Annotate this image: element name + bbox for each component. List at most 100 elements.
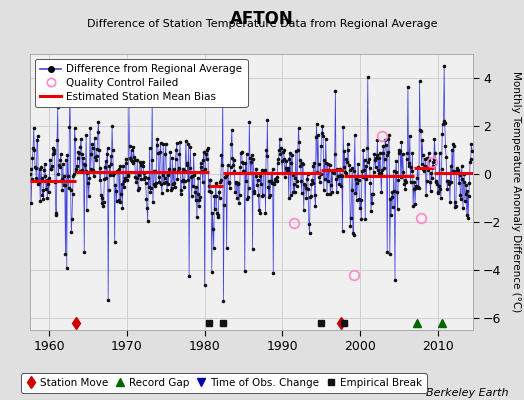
Point: [86, 125, 94, 131]
Point: [242, 177, 250, 184]
Point: [436, 195, 445, 202]
Point: [59, 182, 68, 188]
Point: [41, 173, 50, 179]
Point: [296, 163, 304, 170]
Point: [172, 146, 180, 153]
Point: [258, 193, 267, 199]
Point: [446, 199, 454, 205]
Point: [54, 171, 62, 178]
Point: [347, 187, 356, 194]
Point: [281, 165, 290, 171]
Point: [252, 172, 260, 179]
Point: [198, 168, 206, 174]
Point: [174, 168, 182, 174]
Point: [261, 209, 270, 216]
Point: [48, 150, 57, 157]
Point: [432, 178, 441, 185]
Point: [34, 180, 42, 187]
Point: [111, 238, 119, 245]
Point: [67, 186, 75, 193]
Point: [132, 179, 140, 186]
Point: [80, 161, 88, 168]
Point: [125, 103, 133, 110]
Point: [113, 198, 121, 204]
Point: [401, 186, 410, 192]
Point: [28, 154, 37, 161]
Point: [226, 185, 234, 191]
Point: [423, 155, 432, 162]
Point: [289, 189, 298, 196]
Point: [300, 181, 309, 187]
Point: [141, 174, 149, 181]
Point: [453, 165, 461, 172]
Point: [463, 188, 472, 194]
Point: [180, 184, 188, 190]
Point: [219, 298, 227, 304]
Point: [188, 172, 196, 179]
Point: [97, 191, 105, 198]
Point: [315, 174, 323, 180]
Point: [142, 196, 150, 202]
Point: [42, 177, 51, 183]
Point: [164, 180, 172, 187]
Point: [224, 180, 233, 186]
Point: [450, 143, 458, 150]
Point: [320, 157, 329, 164]
Point: [422, 177, 431, 184]
Point: [444, 179, 453, 186]
Point: [139, 176, 148, 182]
Point: [61, 182, 69, 188]
Point: [332, 175, 340, 182]
Point: [136, 162, 145, 168]
Point: [34, 132, 42, 139]
Point: [47, 165, 55, 172]
Point: [243, 196, 252, 202]
Point: [395, 150, 403, 156]
Point: [100, 199, 108, 206]
Point: [300, 207, 308, 213]
Point: [259, 191, 267, 198]
Point: [352, 176, 361, 183]
Point: [314, 161, 323, 168]
Point: [135, 185, 143, 191]
Point: [160, 180, 168, 186]
Point: [26, 166, 35, 172]
Point: [232, 178, 240, 185]
Point: [350, 231, 358, 238]
Point: [370, 157, 379, 164]
Point: [337, 183, 345, 190]
Point: [392, 188, 401, 195]
Point: [30, 147, 39, 154]
Point: [384, 136, 392, 142]
Point: [111, 182, 119, 188]
Point: [55, 162, 63, 168]
Point: [333, 166, 342, 172]
Point: [301, 185, 310, 192]
Point: [37, 164, 45, 170]
Point: [254, 192, 263, 199]
Point: [75, 168, 84, 174]
Point: [294, 124, 303, 131]
Point: [105, 162, 114, 169]
Point: [467, 141, 476, 147]
Point: [311, 192, 319, 198]
Point: [204, 182, 213, 189]
Point: [113, 168, 122, 174]
Point: [69, 191, 77, 198]
Point: [71, 135, 79, 142]
Point: [315, 178, 324, 185]
Point: [313, 169, 322, 176]
Point: [172, 140, 181, 147]
Point: [103, 145, 112, 151]
Point: [209, 226, 217, 232]
Point: [186, 144, 194, 150]
Point: [129, 144, 138, 150]
Point: [70, 125, 79, 132]
Point: [180, 178, 189, 184]
Point: [282, 158, 290, 164]
Point: [155, 174, 163, 180]
Point: [278, 170, 287, 176]
Point: [83, 170, 92, 176]
Point: [240, 168, 248, 174]
Point: [65, 124, 73, 130]
